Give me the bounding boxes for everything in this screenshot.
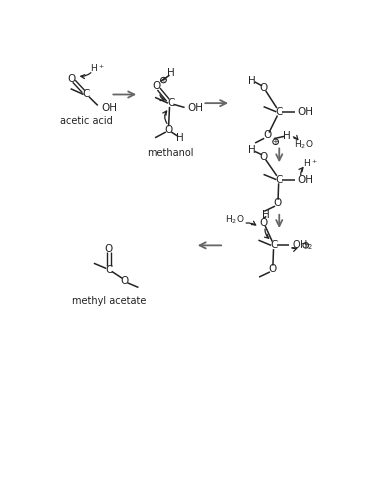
FancyArrowPatch shape: [299, 168, 303, 175]
FancyArrowPatch shape: [160, 95, 164, 101]
Text: O: O: [121, 276, 129, 285]
Text: O: O: [273, 198, 282, 208]
Text: C: C: [275, 175, 283, 185]
Text: O: O: [105, 244, 113, 254]
FancyArrowPatch shape: [246, 221, 256, 225]
Text: C: C: [105, 264, 112, 275]
Text: O: O: [268, 264, 277, 274]
Text: H$_2$O: H$_2$O: [224, 214, 244, 226]
Text: OH: OH: [102, 103, 117, 113]
Text: H: H: [248, 75, 256, 86]
Text: OH: OH: [297, 175, 314, 185]
Text: H: H: [263, 210, 270, 220]
Text: H: H: [177, 133, 184, 143]
Text: +: +: [273, 139, 279, 145]
Text: methyl acetate: methyl acetate: [72, 296, 146, 306]
Text: O: O: [164, 125, 172, 135]
FancyArrowPatch shape: [163, 111, 167, 123]
Text: O: O: [259, 152, 268, 162]
Text: OH: OH: [297, 107, 314, 117]
Text: C: C: [275, 107, 283, 117]
FancyArrowPatch shape: [81, 73, 91, 78]
Text: C: C: [167, 98, 174, 108]
Text: H$_2$O: H$_2$O: [294, 138, 314, 151]
Text: O: O: [152, 81, 160, 92]
Text: O: O: [259, 83, 268, 93]
Text: H$^+$: H$^+$: [303, 157, 317, 169]
Text: C: C: [270, 241, 278, 250]
FancyArrowPatch shape: [265, 229, 269, 238]
Text: H: H: [248, 146, 256, 155]
FancyArrowPatch shape: [292, 247, 297, 251]
Text: OH$_2$: OH$_2$: [292, 239, 313, 252]
Text: methanol: methanol: [147, 148, 194, 158]
Text: O: O: [259, 218, 267, 228]
Text: H: H: [167, 68, 175, 78]
Text: OH: OH: [187, 103, 203, 113]
Text: O: O: [67, 74, 75, 84]
Text: C: C: [82, 90, 90, 99]
Text: H$^+$: H$^+$: [90, 63, 105, 75]
Text: +: +: [303, 243, 309, 248]
Text: +: +: [161, 77, 166, 83]
FancyArrowPatch shape: [293, 135, 298, 140]
Text: H: H: [283, 131, 291, 141]
Text: acetic acid: acetic acid: [60, 116, 113, 126]
Text: O: O: [263, 131, 271, 140]
